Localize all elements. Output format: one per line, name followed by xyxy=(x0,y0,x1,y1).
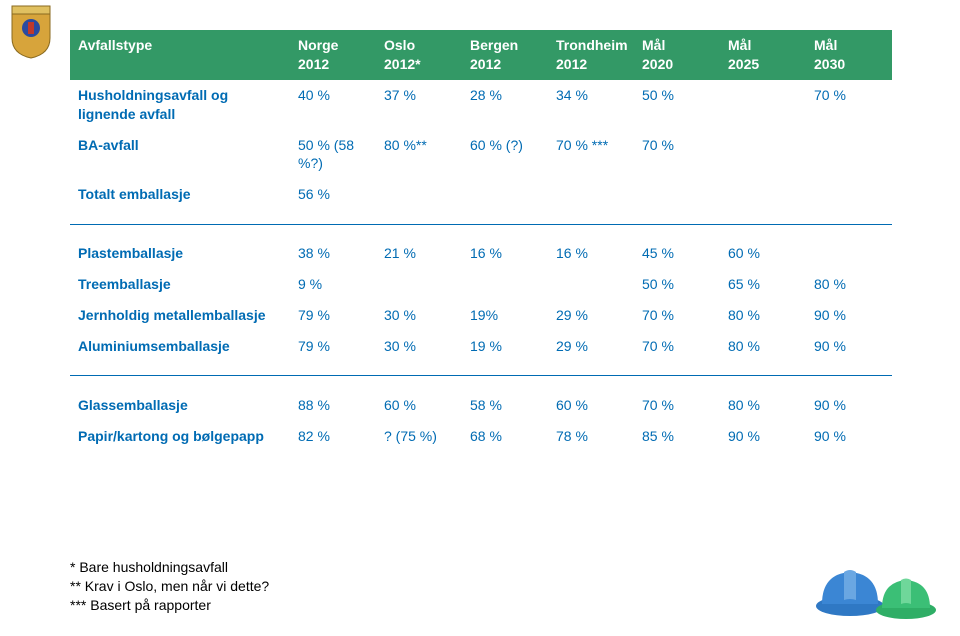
cell: 80 % xyxy=(720,300,806,331)
table-row: BA-avfall50 % (58 %?)80 %**60 % (?)70 % … xyxy=(70,130,892,180)
cell: 16 % xyxy=(462,238,548,269)
row-label: Treemballasje xyxy=(70,269,290,300)
cell xyxy=(720,179,806,210)
cell xyxy=(634,179,720,210)
col-header-type: Avfallstype xyxy=(70,30,290,80)
cell: 90 % xyxy=(806,390,892,421)
cell: 78 % xyxy=(548,421,634,452)
cell: 90 % xyxy=(806,421,892,452)
cell: 60 % xyxy=(376,390,462,421)
row-label: Totalt emballasje xyxy=(70,179,290,210)
footnote-1: * Bare husholdningsavfall xyxy=(70,558,269,577)
row-label: Jernholdig metallemballasje xyxy=(70,300,290,331)
footnote-3: *** Basert på rapporter xyxy=(70,596,269,615)
table-row: Glassemballasje88 %60 %58 %60 %70 %80 %9… xyxy=(70,390,892,421)
cell xyxy=(806,130,892,180)
cell: 60 % xyxy=(720,238,806,269)
cell: 80 % xyxy=(720,331,806,362)
table-header: AvfallstypeNorge2012Oslo2012*Bergen2012T… xyxy=(70,30,892,80)
cell: 70 % xyxy=(634,331,720,362)
cell xyxy=(806,179,892,210)
table-row: Treemballasje9 % 50 %65 %80 % xyxy=(70,269,892,300)
footnotes: * Bare husholdningsavfall ** Krav i Oslo… xyxy=(70,558,269,615)
cell: 29 % xyxy=(548,331,634,362)
table-body: Husholdningsavfall og lignende avfall40 … xyxy=(70,80,892,452)
row-label: BA-avfall xyxy=(70,130,290,180)
cell: 90 % xyxy=(806,300,892,331)
row-label: Glassemballasje xyxy=(70,390,290,421)
cell: 9 % xyxy=(290,269,376,300)
cell: 60 % (?) xyxy=(462,130,548,180)
cell: 79 % xyxy=(290,331,376,362)
row-label: Husholdningsavfall og lignende avfall xyxy=(70,80,290,130)
cell: 50 % xyxy=(634,80,720,130)
cell xyxy=(720,80,806,130)
cell: 34 % xyxy=(548,80,634,130)
col-header-trond2012: Trondheim2012 xyxy=(548,30,634,80)
footnote-2: ** Krav i Oslo, men når vi dette? xyxy=(70,577,269,596)
cell xyxy=(376,269,462,300)
table-row: Husholdningsavfall og lignende avfall40 … xyxy=(70,80,892,130)
cell: ? (75 %) xyxy=(376,421,462,452)
cell xyxy=(806,238,892,269)
cell: 70 % xyxy=(634,130,720,180)
table-row: Plastemballasje38 %21 %16 %16 %45 %60 % xyxy=(70,238,892,269)
cell xyxy=(376,179,462,210)
cell: 85 % xyxy=(634,421,720,452)
cell: 50 % (58 %?) xyxy=(290,130,376,180)
cell: 45 % xyxy=(634,238,720,269)
cell: 90 % xyxy=(720,421,806,452)
cell: 30 % xyxy=(376,300,462,331)
row-label: Plastemballasje xyxy=(70,238,290,269)
cell: 56 % xyxy=(290,179,376,210)
col-header-mal2025: Mål2025 xyxy=(720,30,806,80)
cell: 70 % xyxy=(806,80,892,130)
data-table: AvfallstypeNorge2012Oslo2012*Bergen2012T… xyxy=(70,30,892,452)
cell: 29 % xyxy=(548,300,634,331)
cell: 19 % xyxy=(462,331,548,362)
data-table-wrapper: AvfallstypeNorge2012Oslo2012*Bergen2012T… xyxy=(70,30,890,452)
cell: 38 % xyxy=(290,238,376,269)
row-label: Papir/kartong og bølgepapp xyxy=(70,421,290,452)
cell: 70 % xyxy=(634,300,720,331)
cell xyxy=(548,269,634,300)
col-header-bergen2012: Bergen2012 xyxy=(462,30,548,80)
logo-crest xyxy=(8,4,54,60)
hardhats-icon xyxy=(808,554,948,624)
cell: 16 % xyxy=(548,238,634,269)
cell: 28 % xyxy=(462,80,548,130)
table-row: Papir/kartong og bølgepapp82 %? (75 %)68… xyxy=(70,421,892,452)
cell: 80 %** xyxy=(376,130,462,180)
cell: 68 % xyxy=(462,421,548,452)
cell: 88 % xyxy=(290,390,376,421)
cell xyxy=(462,179,548,210)
cell: 21 % xyxy=(376,238,462,269)
cell: 58 % xyxy=(462,390,548,421)
cell: 19% xyxy=(462,300,548,331)
cell xyxy=(720,130,806,180)
cell xyxy=(462,269,548,300)
col-header-oslo2012: Oslo2012* xyxy=(376,30,462,80)
cell: 90 % xyxy=(806,331,892,362)
cell: 40 % xyxy=(290,80,376,130)
col-header-mal2030: Mål2030 xyxy=(806,30,892,80)
col-header-mal2020: Mål2020 xyxy=(634,30,720,80)
cell: 82 % xyxy=(290,421,376,452)
table-row: Jernholdig metallemballasje79 %30 %19%29… xyxy=(70,300,892,331)
table-row: Aluminiumsemballasje79 %30 %19 %29 %70 %… xyxy=(70,331,892,362)
cell: 50 % xyxy=(634,269,720,300)
cell: 60 % xyxy=(548,390,634,421)
table-row: Totalt emballasje56 % xyxy=(70,179,892,210)
cell: 65 % xyxy=(720,269,806,300)
cell: 70 % *** xyxy=(548,130,634,180)
row-label: Aluminiumsemballasje xyxy=(70,331,290,362)
cell: 79 % xyxy=(290,300,376,331)
cell: 80 % xyxy=(806,269,892,300)
cell: 37 % xyxy=(376,80,462,130)
cell: 70 % xyxy=(634,390,720,421)
cell: 80 % xyxy=(720,390,806,421)
cell: 30 % xyxy=(376,331,462,362)
cell xyxy=(548,179,634,210)
col-header-norge2012: Norge2012 xyxy=(290,30,376,80)
